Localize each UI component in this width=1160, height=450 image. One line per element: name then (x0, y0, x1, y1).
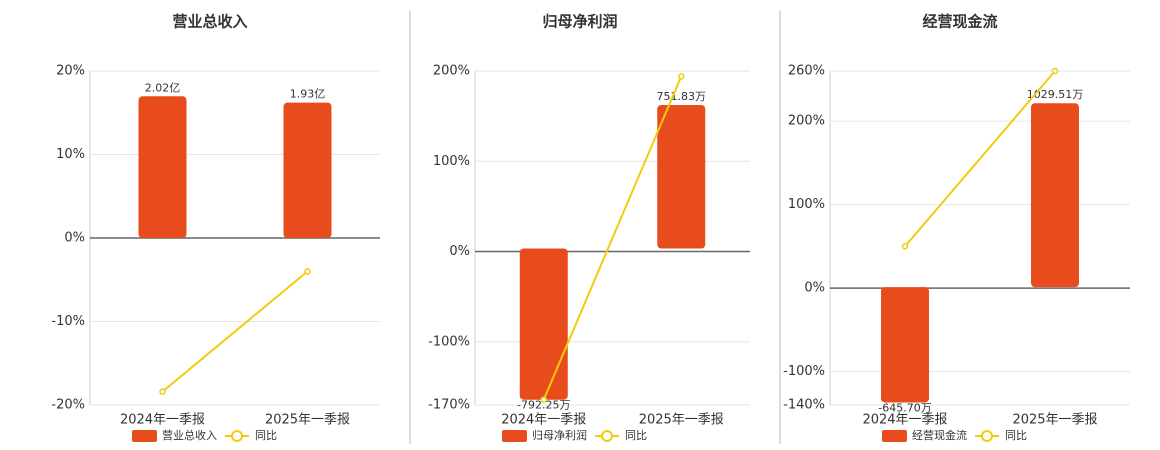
legend-swatch (502, 430, 527, 442)
x-tick-label: 2025年一季报 (265, 413, 350, 428)
legend-marker (601, 430, 613, 442)
value-label: 751.83万 (657, 90, 707, 103)
y-tick-label: 10% (56, 147, 85, 162)
legend-label: 同比 (255, 429, 277, 442)
y-tick-label: -170% (428, 398, 470, 413)
yoy-point (1051, 67, 1059, 75)
x-tick-label: 2025年一季报 (639, 413, 724, 428)
yoy-line (542, 76, 683, 400)
y-tick-label: 0% (64, 231, 85, 246)
value-label: -645.70万 (878, 401, 931, 414)
bar (881, 287, 929, 403)
legend-label: 经营现金流 (912, 428, 967, 442)
y-tick-label: -140% (783, 398, 825, 413)
chart-title: 归母净利润 (542, 13, 617, 31)
legend-marker (231, 430, 243, 442)
legend-swatch (132, 430, 157, 442)
x-tick-label: 2024年一季报 (120, 413, 205, 428)
bar (283, 102, 332, 239)
y-tick-label: 20% (56, 64, 85, 79)
legend-label: 同比 (625, 429, 647, 442)
bar (138, 96, 187, 239)
y-tick-label: 260% (788, 64, 825, 79)
value-label: 2.02亿 (145, 81, 181, 94)
bar (1031, 103, 1079, 288)
legend-label: 归母净利润 (532, 428, 587, 442)
y-tick-label: 0% (804, 281, 825, 296)
yoy-point (678, 73, 685, 80)
yoy-point (901, 243, 909, 250)
y-tick-label: -10% (51, 314, 85, 329)
legend-marker (981, 430, 993, 442)
value-label: 1.93亿 (290, 88, 326, 101)
yoy-point (159, 388, 166, 395)
y-tick-label: 200% (433, 64, 470, 79)
legend-swatch (882, 430, 907, 442)
chart-title: 经营现金流 (922, 13, 997, 31)
x-tick-label: 2024年一季报 (862, 413, 947, 428)
bar (519, 248, 568, 400)
y-tick-label: -20% (51, 398, 85, 413)
yoy-line (904, 70, 1056, 248)
yoy-point (540, 396, 547, 403)
y-tick-label: 100% (433, 154, 470, 169)
x-tick-label: 2025年一季报 (1012, 413, 1097, 428)
value-label: 1029.51万 (1027, 88, 1084, 101)
chart-title: 营业总收入 (172, 13, 247, 31)
legend-label: 同比 (1005, 429, 1027, 442)
x-tick-label: 2024年一季报 (501, 413, 586, 428)
y-tick-label: -100% (783, 364, 825, 379)
bar (657, 105, 706, 249)
value-label: -792.25万 (517, 399, 570, 412)
y-tick-label: 100% (788, 197, 825, 212)
yoy-line (161, 270, 309, 393)
y-tick-label: -100% (428, 334, 470, 349)
y-tick-label: 0% (449, 244, 470, 259)
y-tick-label: 200% (788, 114, 825, 129)
legend-label: 营业总收入 (162, 428, 217, 442)
yoy-point (304, 268, 311, 275)
